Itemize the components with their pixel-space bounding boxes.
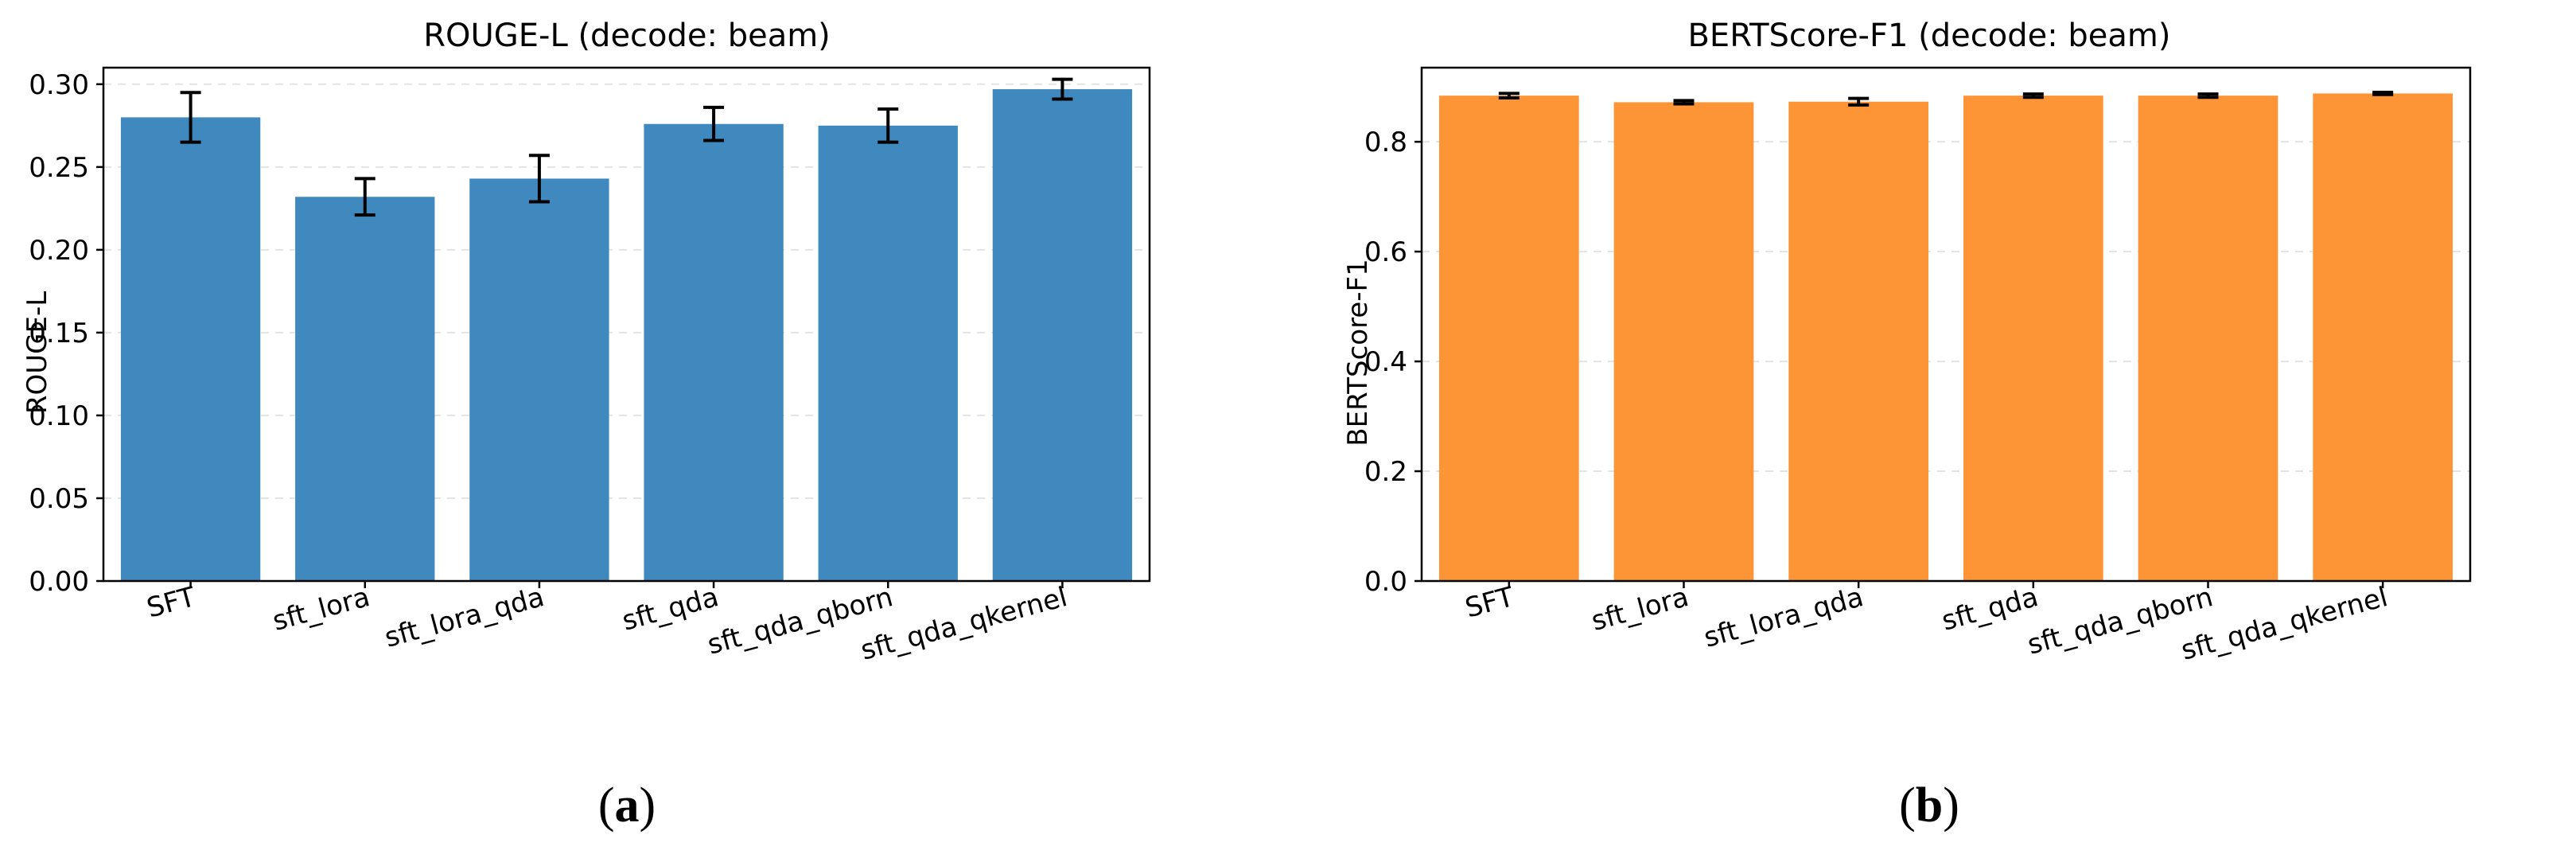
chart-title: ROUGE-L (decode: beam) bbox=[423, 18, 831, 54]
chart-title: BERTScore-F1 (decode: beam) bbox=[1687, 18, 2170, 54]
plot-frame bbox=[102, 66, 1151, 583]
x-tick-label: sft_qda bbox=[619, 581, 722, 638]
bar bbox=[1788, 101, 1929, 582]
y-tick-label: 0.4 bbox=[1364, 346, 1407, 378]
panel-label-letter: b bbox=[1916, 778, 1943, 833]
x-tick-label: sft_lora bbox=[1588, 581, 1692, 638]
y-tick-label: 0.8 bbox=[1364, 127, 1407, 158]
x-tick-label: sft_qda bbox=[1939, 581, 2042, 638]
plot-frame bbox=[1420, 66, 2472, 583]
bar bbox=[1613, 102, 1754, 581]
bar bbox=[295, 197, 435, 581]
bar bbox=[644, 123, 784, 581]
bar bbox=[469, 178, 609, 581]
x-tick-label: SFT bbox=[143, 581, 199, 625]
y-tick-label: 0.15 bbox=[29, 318, 89, 349]
bar bbox=[120, 117, 261, 581]
chart-bertscore-f1: BERTScore-F1 (decode: beam) BERTScore-F1… bbox=[1342, 18, 2472, 833]
x-tick-label: SFT bbox=[1462, 581, 1518, 625]
y-tick-label: 0.2 bbox=[1364, 456, 1407, 488]
y-tick-label: 0.0 bbox=[1364, 566, 1407, 598]
y-tick-label: 0.6 bbox=[1364, 236, 1407, 268]
y-tick-label: 0.05 bbox=[29, 483, 89, 515]
panel-label: (a) bbox=[598, 778, 656, 833]
y-tick-label: 0.00 bbox=[29, 566, 89, 598]
y-axis-label: BERTScore-F1 bbox=[1342, 259, 1374, 446]
y-axis-label: ROUGE-L bbox=[21, 291, 53, 414]
y-tick-label: 0.20 bbox=[29, 235, 89, 267]
panel-label: (b) bbox=[1899, 778, 1959, 833]
y-tick-label: 0.25 bbox=[29, 152, 89, 184]
chart-rouge-l: ROUGE-L (decode: beam) ROUGE-L (a) 0.00 0… bbox=[21, 18, 1151, 833]
x-tick-label: sft_lora_qda bbox=[381, 581, 547, 654]
bar bbox=[1438, 96, 1579, 581]
bar bbox=[1963, 96, 2103, 581]
bar bbox=[818, 125, 958, 582]
bar bbox=[2138, 96, 2278, 581]
x-tick-label: sft_lora_qda bbox=[1701, 581, 1867, 654]
bar bbox=[992, 89, 1133, 581]
x-tick-label: sft_lora bbox=[269, 581, 373, 638]
panel-label-letter: a bbox=[615, 778, 640, 833]
y-tick-label: 0.30 bbox=[29, 69, 89, 101]
bar bbox=[2313, 93, 2453, 581]
y-tick-label: 0.10 bbox=[29, 400, 89, 432]
